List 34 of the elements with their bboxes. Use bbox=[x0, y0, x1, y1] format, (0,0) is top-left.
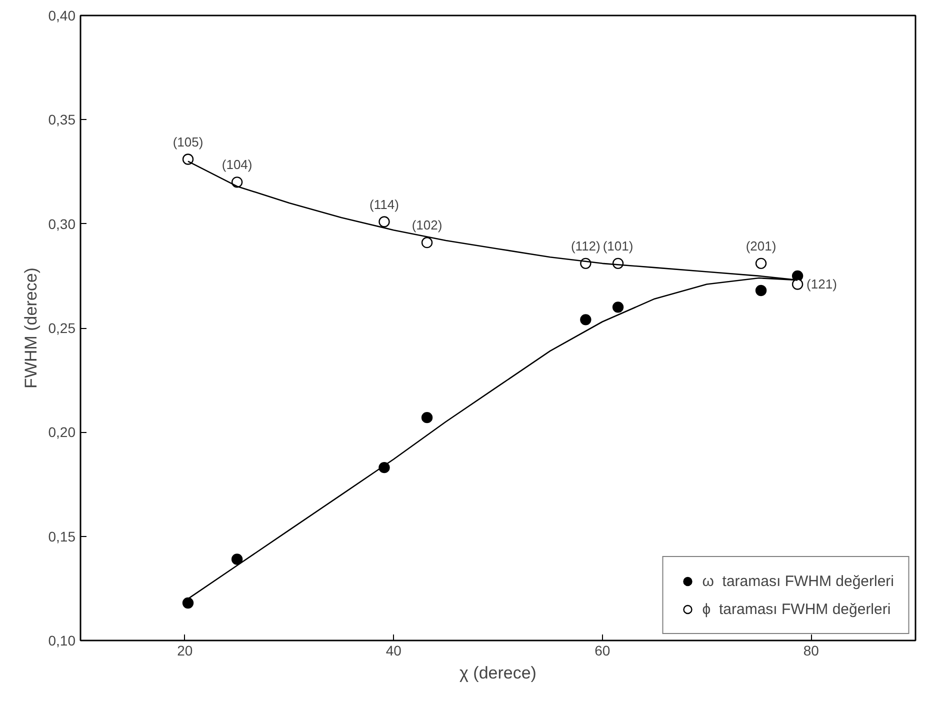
legend-label: ω taraması FWHM değerleri bbox=[702, 572, 894, 590]
annotation: (101) bbox=[602, 238, 634, 254]
y-tick-label: 0,10 bbox=[48, 632, 76, 648]
point bbox=[612, 302, 624, 313]
x-tick-label: 60 bbox=[594, 642, 610, 658]
annotation: (104) bbox=[222, 157, 252, 172]
legend-label: ϕ taraması FWHM değerleri bbox=[702, 600, 891, 618]
x-tick-label: 80 bbox=[803, 642, 820, 658]
x-axis-title: χ (derece) bbox=[460, 664, 536, 682]
annotation: (121) bbox=[806, 276, 837, 292]
annotation: (112) bbox=[570, 238, 600, 254]
point bbox=[378, 216, 390, 228]
annotation: (201) bbox=[746, 238, 776, 254]
y-tick-label: 0,35 bbox=[48, 112, 76, 128]
point bbox=[421, 412, 433, 424]
annotation: (114) bbox=[370, 196, 399, 212]
y-tick-label: 0,25 bbox=[48, 320, 76, 336]
point bbox=[755, 258, 767, 270]
point bbox=[182, 597, 194, 609]
point bbox=[580, 314, 592, 326]
point bbox=[755, 284, 767, 296]
point bbox=[231, 554, 243, 565]
x-tick-label: 20 bbox=[177, 642, 193, 658]
y-tick-label: 0,30 bbox=[48, 216, 76, 232]
x-tick-label: 40 bbox=[386, 642, 402, 658]
y-axis-title: FWHM (derece) bbox=[21, 268, 40, 388]
point bbox=[182, 154, 194, 165]
y-tick-label: 0,20 bbox=[48, 424, 76, 440]
annotation: (102) bbox=[412, 218, 442, 233]
annotation: (105) bbox=[172, 134, 204, 150]
y-tick-label: 0,15 bbox=[48, 528, 76, 544]
point bbox=[421, 236, 433, 248]
y-tick-label: 0,40 bbox=[48, 8, 76, 24]
point bbox=[792, 278, 804, 290]
